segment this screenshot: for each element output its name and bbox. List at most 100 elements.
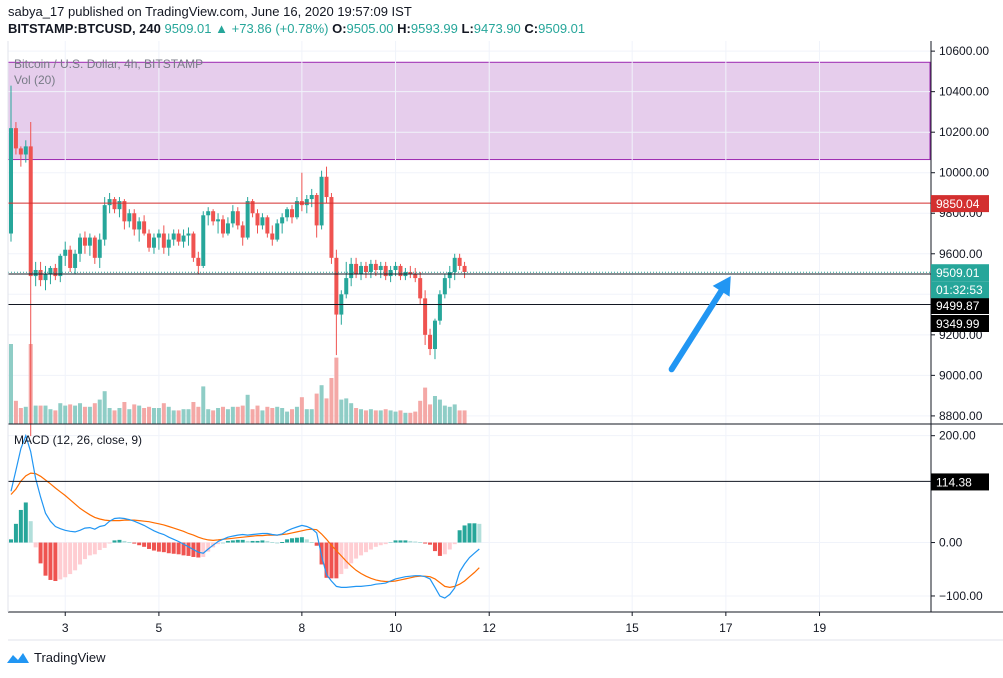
price-label: 9509.01 xyxy=(936,266,980,280)
macd-histogram-bar xyxy=(472,523,477,543)
volume-bar xyxy=(220,406,225,424)
macd-histogram-bar xyxy=(442,542,447,555)
macd-histogram-bar xyxy=(97,542,102,551)
candle-body xyxy=(216,219,221,222)
volume-bar xyxy=(132,404,137,424)
candle-body xyxy=(398,265,403,277)
candle-body xyxy=(230,211,235,224)
macd-histogram-bar xyxy=(299,537,304,543)
macd-histogram-bar xyxy=(255,540,260,543)
macd-histogram-bar xyxy=(437,542,442,556)
price-axis-label: 9000.00 xyxy=(939,368,983,382)
macd-histogram-bar xyxy=(58,542,63,580)
candle-body xyxy=(166,239,171,248)
candle-body xyxy=(171,233,176,240)
open-label: O: xyxy=(332,21,347,36)
candle-body xyxy=(240,225,245,238)
volume-bar xyxy=(418,400,423,424)
price-label-bg xyxy=(931,315,989,332)
macd-histogram-bar xyxy=(73,542,78,571)
price-label: 9850.04 xyxy=(936,197,980,211)
volume-bar xyxy=(462,410,467,424)
macd-histogram-bar xyxy=(240,539,245,543)
volume-bar xyxy=(78,403,83,424)
volume-bar xyxy=(275,406,280,424)
volume-bar xyxy=(97,399,102,424)
volume-bar xyxy=(408,412,413,424)
volume-bar xyxy=(285,411,290,424)
volume-bar xyxy=(393,411,398,424)
macd-histogram-bar xyxy=(280,542,285,544)
volume-bar xyxy=(324,398,329,424)
macd-histogram-bar xyxy=(225,540,230,543)
candle-body xyxy=(334,257,339,315)
macd-histogram-bar xyxy=(477,523,482,543)
macd-histogram-bar xyxy=(359,542,364,556)
macd-legend-title: MACD (12, 26, close, 9) xyxy=(14,433,142,447)
macd-histogram-bar xyxy=(285,539,290,543)
candle-body xyxy=(18,148,23,155)
candle-body xyxy=(137,221,142,230)
macd-histogram-bar xyxy=(452,542,457,545)
volume-bar xyxy=(309,409,314,424)
candle-body xyxy=(363,265,368,273)
open-value: 9505.00 xyxy=(346,21,394,36)
candle-body xyxy=(127,213,132,222)
volume-bar xyxy=(191,402,196,424)
macd-histogram-bar xyxy=(87,542,92,556)
volume-bar xyxy=(428,404,433,424)
candle-body xyxy=(280,217,285,224)
macd-axis-label: 200.00 xyxy=(939,429,976,443)
volume-bar xyxy=(304,409,309,424)
close-label: C: xyxy=(524,21,539,36)
candle-body xyxy=(186,233,191,236)
volume-bar xyxy=(92,403,97,424)
volume-bar xyxy=(314,393,319,424)
macd-histogram-bar xyxy=(53,542,58,582)
candle-body xyxy=(196,257,201,266)
volume-bar xyxy=(58,403,63,424)
volume-bar xyxy=(201,386,206,424)
volume-bar xyxy=(151,408,156,424)
macd-histogram-bar xyxy=(344,542,349,569)
candle-body xyxy=(43,274,48,281)
candle-body xyxy=(63,249,68,256)
volume-bar xyxy=(363,410,368,424)
candle-body xyxy=(68,249,73,268)
low-value: 9473.90 xyxy=(473,21,521,36)
close-value: 9509.01 xyxy=(538,21,586,36)
volume-bar xyxy=(260,410,265,424)
volume-bar xyxy=(250,409,255,424)
macd-line xyxy=(10,433,480,599)
symbol-ohlc-line: BITSTAMP:BTCUSD, 240 9509.01 ▲ +73.86 (+… xyxy=(8,21,585,36)
candle-body xyxy=(206,211,211,216)
macd-histogram-bar xyxy=(260,540,265,543)
candle-body xyxy=(270,233,275,240)
time-axis-label: 3 xyxy=(62,621,69,635)
macd-histogram-bar xyxy=(354,542,359,559)
macd-histogram-bar xyxy=(270,542,275,544)
candle-body xyxy=(161,233,166,248)
macd-histogram-bar xyxy=(447,542,452,550)
candle-body xyxy=(290,209,295,218)
volume-bar xyxy=(270,408,275,424)
candle-body xyxy=(122,201,127,222)
macd-histogram-bar xyxy=(63,542,68,578)
volume-bar xyxy=(432,396,437,424)
time-axis-label: 8 xyxy=(299,621,306,635)
volume-bar xyxy=(33,405,38,424)
macd-histogram-bar xyxy=(235,539,240,543)
candle-body xyxy=(245,201,250,238)
candle-body xyxy=(142,221,147,234)
candle-body xyxy=(255,213,260,226)
candle-body xyxy=(260,217,265,226)
macd-histogram-bar xyxy=(245,540,250,543)
candle-body xyxy=(181,235,186,242)
macd-histogram-bar xyxy=(33,542,38,548)
volume-bar xyxy=(23,406,28,424)
high-value: 9593.99 xyxy=(410,21,458,36)
price-axis-label: 10000.00 xyxy=(939,166,989,180)
volume-bar xyxy=(18,408,23,424)
price-label: 9499.87 xyxy=(936,299,980,313)
